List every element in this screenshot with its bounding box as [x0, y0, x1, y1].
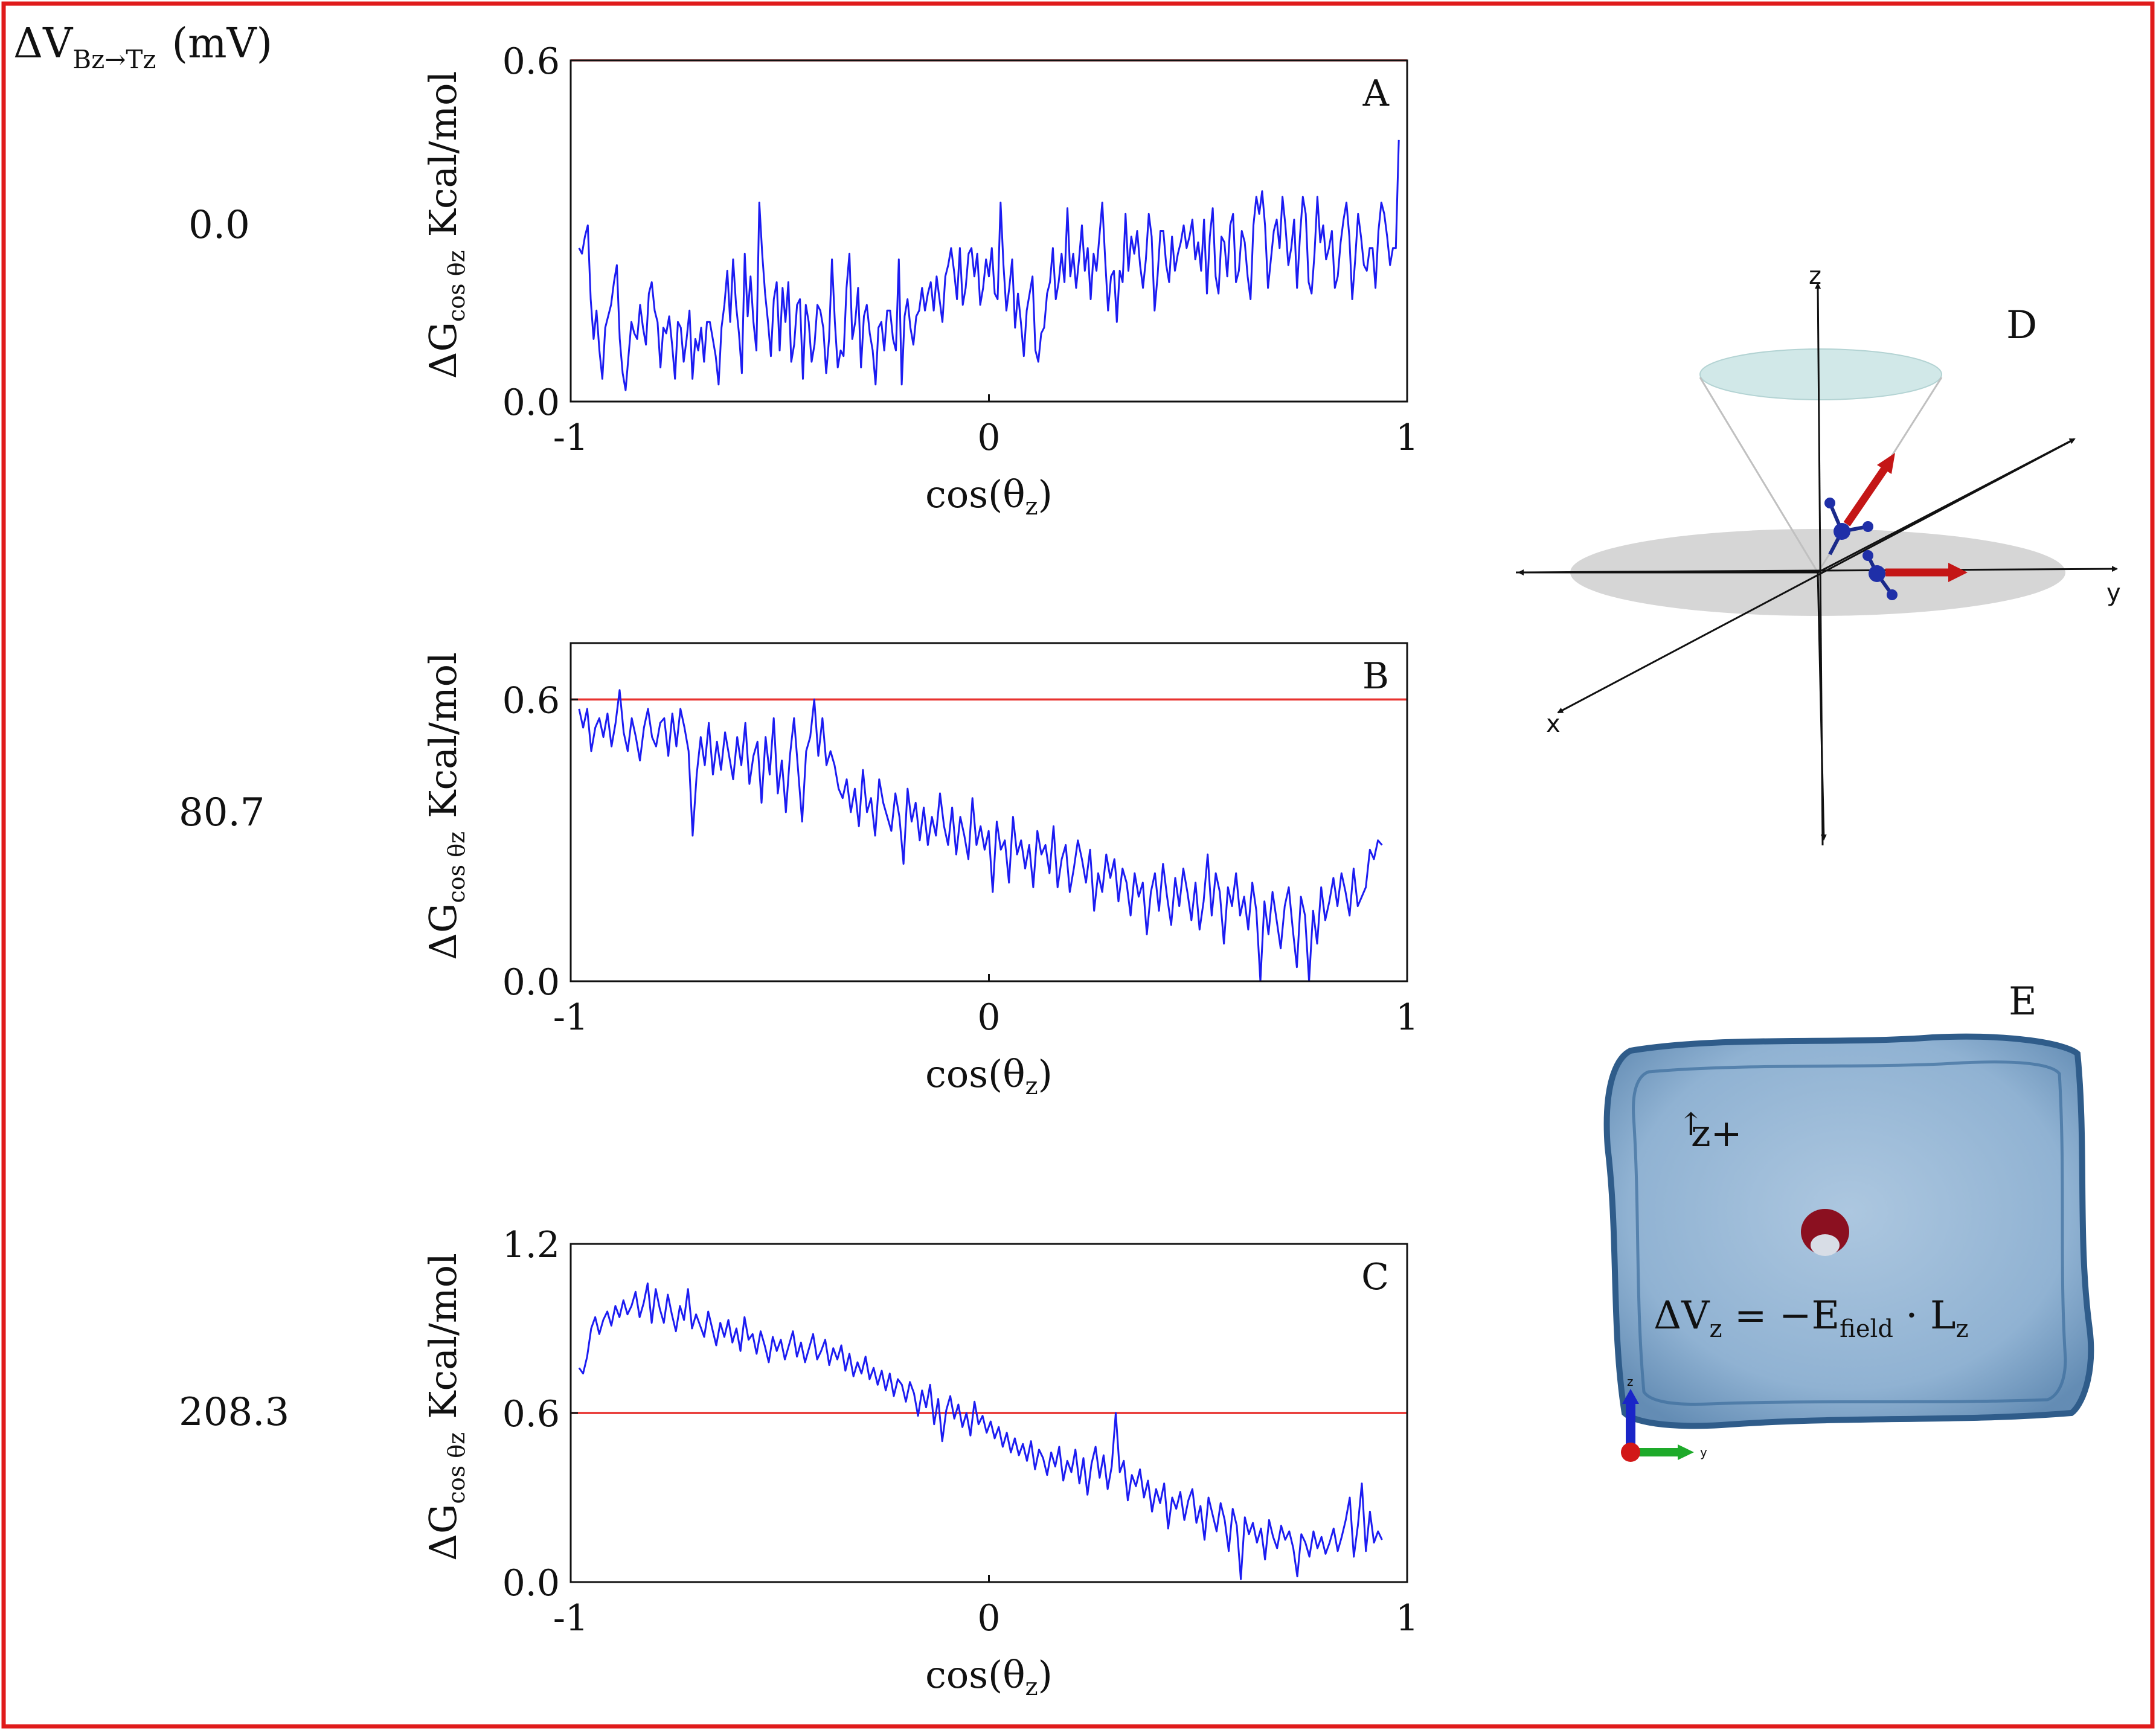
y-tick-label-a-0: 0.0: [502, 382, 560, 424]
eq-lhs: ΔV: [1654, 1293, 1710, 1338]
panel-d-label: D: [2006, 303, 2037, 348]
x-tick-label-b-0: -1: [553, 996, 588, 1039]
x-tick-label-a-2: 1: [1396, 417, 1419, 459]
panel-d-orientation-diagram: D z y x: [1515, 262, 2121, 846]
x-tick-label-c-2: 1: [1396, 1597, 1419, 1639]
panel-label-c: C: [1361, 1256, 1389, 1298]
row-voltage-b: 80.7: [179, 790, 265, 835]
header-delta-v: ΔV: [13, 20, 74, 68]
y-axis-label-b: ΔGcos θzKcal/mol: [421, 652, 470, 960]
water-box-inner: [1632, 1060, 2067, 1406]
z-direction-arrow-icon: ↑: [1678, 1107, 1704, 1143]
water-molecule-planar: [1862, 550, 1968, 600]
panel-e-simulation-box: E ↑ z+ ΔVz = −Efield · Lz z y: [1603, 979, 2094, 1462]
panel-e-label: E: [2009, 979, 2037, 1024]
z-axis-down: [1817, 572, 1827, 841]
eq-lhs-sub: z: [1709, 1315, 1722, 1343]
axis-label-y: y: [2106, 579, 2121, 607]
series-line-a: [578, 139, 1400, 391]
plot-frame-a: [569, 59, 1408, 403]
x-tick-label-b-1: 0: [977, 996, 1000, 1039]
y-axis-label-c: ΔGcos θzKcal/mol: [421, 1253, 470, 1561]
triad-y-label: y: [1700, 1445, 1707, 1459]
axis-label-x: x: [1546, 710, 1561, 738]
z-plus-label: z+: [1691, 1111, 1742, 1155]
dipole-arrow-tilted: [1843, 463, 1891, 527]
x-axis-label-c: cos(θz): [925, 1653, 1053, 1701]
y-tick-label-c-2: 1.2: [502, 1224, 560, 1266]
eq-mid: = −E: [1722, 1293, 1840, 1338]
row-voltage-c: 208.3: [179, 1390, 289, 1435]
row-voltage-a: 0.0: [188, 203, 250, 248]
eq-rhs-sub: z: [1955, 1315, 1968, 1343]
eq-mid-sub: field: [1840, 1315, 1893, 1343]
y-tick-label-b-0: 0.0: [502, 961, 560, 1004]
y-axis-label-a: ΔGcos θzKcal/mol: [421, 71, 470, 379]
field-equation: ΔVz = −Efield · Lz: [1654, 1293, 1969, 1343]
header-unit: (mV): [172, 20, 273, 68]
x-axis-back: [1817, 438, 2076, 574]
cone-edge-left: [1699, 377, 1819, 573]
water-molecule-tilted: [1824, 453, 1895, 556]
x-axis-label-a: cos(θz): [925, 472, 1053, 521]
x-tick-label-c-0: -1: [553, 1597, 588, 1639]
y-tick-label-c-0: 0.0: [502, 1562, 560, 1604]
panel-label-a: A: [1362, 72, 1390, 115]
y-tick-label-c-1: 0.6: [502, 1393, 560, 1435]
axis-triad: z y: [1621, 1374, 1707, 1462]
eq-dot: · L: [1893, 1293, 1956, 1338]
header-subscript: Bz→Tz: [72, 45, 156, 74]
x-tick-label-b-2: 1: [1396, 996, 1419, 1039]
x-tick-label-a-1: 0: [977, 417, 1000, 459]
x-tick-label-a-0: -1: [553, 417, 588, 459]
x-tick-label-c-1: 0: [977, 1597, 1000, 1639]
x-axis: [1557, 440, 2072, 714]
panel-label-b: B: [1362, 655, 1389, 697]
voltage-column-header: ΔVBz→Tz (mV): [13, 20, 272, 74]
triad-z-label: z: [1627, 1374, 1634, 1389]
y-tick-label-b-1: 0.6: [502, 679, 560, 722]
ion-in-box: [1801, 1209, 1849, 1256]
y-tick-label-a-1: 0.6: [502, 40, 560, 83]
series-line-c: [578, 1282, 1383, 1580]
cone-top-disc: [1699, 348, 1942, 400]
series-line-b: [578, 689, 1383, 982]
axis-label-z: z: [1809, 262, 1821, 290]
x-axis-label-b: cos(θz): [925, 1052, 1053, 1100]
